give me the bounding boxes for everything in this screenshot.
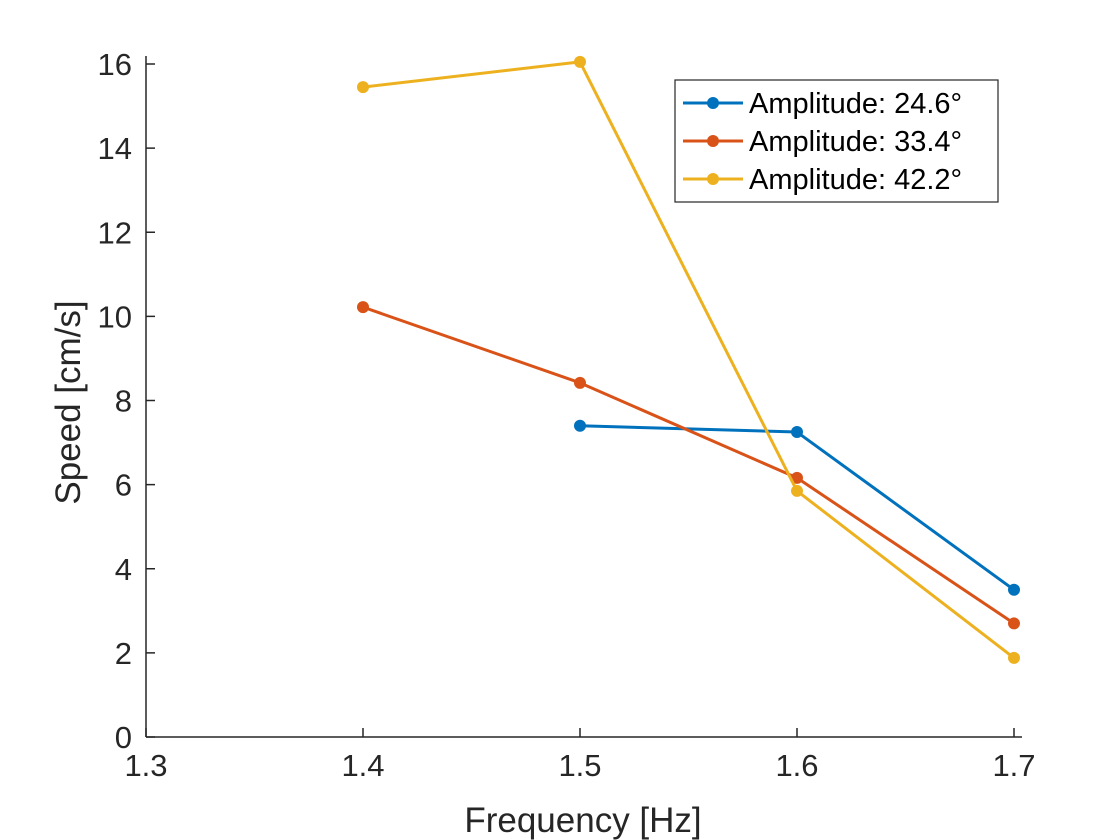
data-point bbox=[1008, 651, 1020, 664]
legend-marker bbox=[707, 97, 719, 109]
data-point bbox=[574, 55, 586, 68]
series-1 bbox=[574, 419, 1020, 596]
y-tick-label: 4 bbox=[115, 552, 132, 587]
y-tick-label: 14 bbox=[98, 131, 132, 166]
y-tick-label: 8 bbox=[115, 384, 132, 419]
data-point bbox=[791, 426, 803, 439]
legend-label: Amplitude: 24.6° bbox=[749, 88, 962, 120]
data-point bbox=[357, 301, 369, 314]
series-2 bbox=[357, 301, 1020, 630]
series-line bbox=[362, 305, 1015, 625]
y-axis-label: Speed [cm/s] bbox=[49, 300, 88, 504]
x-axis-label: Frequency [Hz] bbox=[464, 801, 701, 840]
data-point bbox=[1008, 617, 1020, 630]
y-tick-label: 6 bbox=[115, 468, 132, 503]
legend-label: Amplitude: 42.2° bbox=[749, 164, 962, 196]
y-tick-label: 10 bbox=[98, 299, 132, 334]
legend-item: Amplitude: 24.6° bbox=[683, 88, 962, 120]
legend: Amplitude: 24.6° Amplitude: 33.4° Amplitud… bbox=[674, 79, 999, 203]
y-tick-label: 16 bbox=[98, 47, 132, 82]
y-tick-label: 0 bbox=[115, 720, 132, 755]
legend-label: Amplitude: 33.4° bbox=[749, 126, 962, 158]
data-point bbox=[574, 376, 586, 389]
x-tick-label: 1.4 bbox=[341, 748, 384, 783]
x-tick-label: 1.7 bbox=[992, 748, 1035, 783]
data-point bbox=[1008, 583, 1020, 596]
x-tick-label: 1.5 bbox=[558, 748, 601, 783]
y-tick-label: 2 bbox=[115, 636, 132, 671]
data-point bbox=[574, 419, 586, 432]
series-line bbox=[362, 60, 1015, 660]
legend-item: Amplitude: 42.2° bbox=[683, 164, 962, 196]
axes: 1.3 1.4 1.5 1.6 1.7 0 2 4 6 8 10 12 14 16 bbox=[98, 47, 1036, 783]
series-3 bbox=[357, 55, 1020, 664]
x-tick-label: 1.6 bbox=[775, 748, 818, 783]
series-line bbox=[579, 424, 1015, 591]
data-point bbox=[357, 81, 369, 94]
legend-item: Amplitude: 33.4° bbox=[683, 126, 962, 158]
plot-area bbox=[357, 55, 1020, 664]
legend-marker bbox=[707, 135, 719, 147]
x-tick-label: 1.3 bbox=[124, 748, 167, 783]
data-point bbox=[791, 484, 803, 497]
legend-marker bbox=[707, 173, 719, 185]
y-tick-label: 12 bbox=[98, 215, 132, 250]
data-point bbox=[791, 471, 803, 484]
